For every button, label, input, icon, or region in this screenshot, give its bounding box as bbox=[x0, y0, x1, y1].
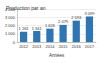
svg-text:2013: 2013 bbox=[32, 44, 42, 49]
svg-text:2014: 2014 bbox=[45, 44, 55, 49]
svg-text:1 261: 1 261 bbox=[19, 26, 30, 31]
svg-text:2016: 2016 bbox=[72, 44, 82, 49]
svg-text:1 626: 1 626 bbox=[45, 23, 56, 28]
svg-text:2 079: 2 079 bbox=[58, 19, 69, 24]
svg-text:2017: 2017 bbox=[85, 44, 95, 49]
svg-text:2 593: 2 593 bbox=[71, 15, 82, 20]
svg-text:1 000: 1 000 bbox=[5, 31, 16, 36]
svg-text:1 341: 1 341 bbox=[32, 26, 43, 31]
svg-text:3 000: 3 000 bbox=[5, 15, 16, 20]
svg-text:2 000: 2 000 bbox=[5, 23, 16, 28]
svg-text:Années: Années bbox=[49, 53, 65, 58]
svg-text:3 099: 3 099 bbox=[84, 11, 95, 16]
svg-text:2015: 2015 bbox=[59, 44, 69, 49]
svg-text:2012: 2012 bbox=[19, 44, 29, 49]
svg-text:0: 0 bbox=[13, 40, 16, 45]
svg-text:Production par an: Production par an bbox=[6, 5, 46, 11]
